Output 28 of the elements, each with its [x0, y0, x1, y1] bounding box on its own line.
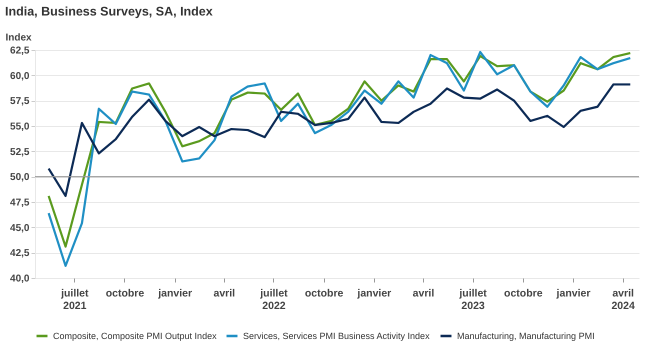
y-tick-label: 55,0 [10, 122, 30, 132]
y-tick-label: 50,0 [10, 172, 30, 184]
x-tick-label: avril 2024 [611, 288, 635, 312]
x-tick-label: janvier [556, 288, 590, 300]
x-tick-label: avril [412, 288, 434, 300]
chart-title: India, Business Surveys, SA, Index [5, 4, 213, 18]
x-tick-label: janvier [356, 288, 392, 300]
legend-label: Services, Services PMI Business Activity Index [243, 331, 430, 341]
x-tick-label: juillet 2022 [259, 288, 288, 312]
x-tick-label: octobre [504, 288, 543, 300]
y-axis-title: Index [6, 32, 32, 44]
y-tick-label: 47,5 [10, 198, 30, 208]
y-tick-label: 52,5 [10, 146, 30, 158]
x-tick-label: avril [213, 288, 236, 300]
x-tick-label: octobre [106, 288, 144, 300]
line-series [48, 83, 632, 198]
y-tick-label: 62,5 [10, 46, 30, 56]
y-tick-label: 42,5 [10, 248, 30, 260]
y-tick-label: 45,0 [10, 222, 30, 234]
x-tick-label: juillet 2023 [458, 288, 488, 312]
x-tick-label: juillet 2021 [60, 288, 89, 312]
y-tick-label: 60,0 [10, 70, 30, 82]
x-tick-label: octobre [304, 288, 344, 300]
legend-label: Manufacturing, Manufacturing PMI [457, 331, 595, 341]
y-tick-label: 40,0 [10, 274, 30, 284]
y-tick-label: 57,5 [10, 96, 30, 108]
legend-label: Composite, Composite PMI Output Index [53, 331, 218, 341]
x-tick-label: janvier [157, 288, 192, 300]
